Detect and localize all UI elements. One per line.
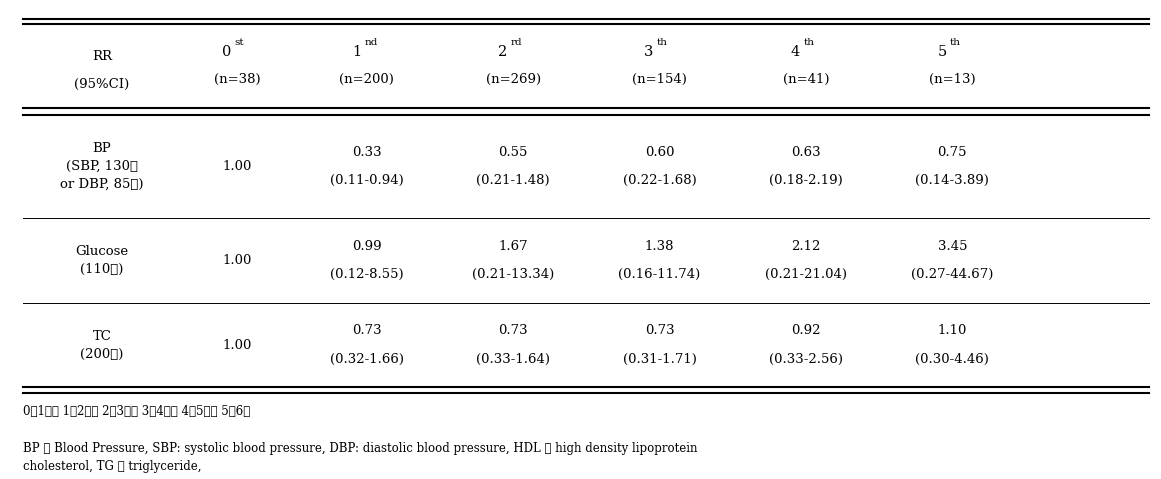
Text: 0.99: 0.99 — [352, 240, 382, 253]
Text: 1.38: 1.38 — [644, 240, 675, 253]
Text: (0.18-2.19): (0.18-2.19) — [769, 174, 843, 187]
Text: th: th — [803, 38, 815, 47]
Text: 1.67: 1.67 — [498, 240, 528, 253]
Text: 0: 0 — [222, 45, 231, 58]
Text: 4: 4 — [791, 45, 800, 58]
Text: 1.00: 1.00 — [223, 339, 252, 352]
Text: (0.21-1.48): (0.21-1.48) — [476, 174, 550, 187]
Text: (0.16-11.74): (0.16-11.74) — [619, 268, 700, 281]
Text: RR: RR — [92, 50, 113, 63]
Text: 0.73: 0.73 — [352, 324, 382, 337]
Text: 1.10: 1.10 — [938, 324, 967, 337]
Text: 0.73: 0.73 — [498, 324, 528, 337]
Text: 0.60: 0.60 — [644, 146, 675, 159]
Text: 1: 1 — [352, 45, 361, 58]
Text: BP ： Blood Pressure, SBP: systolic blood pressure, DBP: diastolic blood pressure: BP ： Blood Pressure, SBP: systolic blood… — [23, 442, 698, 473]
Text: 5: 5 — [937, 45, 946, 58]
Text: (n=269): (n=269) — [485, 73, 541, 86]
Text: (0.31-1.71): (0.31-1.71) — [622, 353, 697, 365]
Text: (0.22-1.68): (0.22-1.68) — [622, 174, 697, 187]
Text: 2.12: 2.12 — [791, 240, 821, 253]
Text: (0.30-4.46): (0.30-4.46) — [915, 353, 989, 365]
Text: (0.33-2.56): (0.33-2.56) — [769, 353, 843, 365]
Text: (n=154): (n=154) — [632, 73, 687, 86]
Text: 0：1급， 1：2급， 2：3급， 3：4급， 4：5급， 5：6급: 0：1급， 1：2급， 2：3급， 3：4급， 4：5급， 5：6급 — [23, 405, 251, 418]
Text: (0.32-1.66): (0.32-1.66) — [330, 353, 404, 365]
Text: 0.73: 0.73 — [644, 324, 675, 337]
Text: st: st — [235, 38, 245, 47]
Text: BP
(SBP, 130≧
or DBP, 85≧): BP (SBP, 130≧ or DBP, 85≧) — [60, 142, 144, 191]
Text: (0.33-1.64): (0.33-1.64) — [476, 353, 550, 365]
Text: 3.45: 3.45 — [938, 240, 967, 253]
Text: 2: 2 — [498, 45, 507, 58]
Text: (n=13): (n=13) — [929, 73, 975, 86]
Text: (0.12-8.55): (0.12-8.55) — [330, 268, 404, 281]
Text: (0.11-0.94): (0.11-0.94) — [330, 174, 404, 187]
Text: th: th — [657, 38, 669, 47]
Text: 1.00: 1.00 — [223, 160, 252, 173]
Text: 0.63: 0.63 — [791, 146, 821, 159]
Text: 3: 3 — [644, 45, 654, 58]
Text: (0.27-44.67): (0.27-44.67) — [911, 268, 994, 281]
Text: (n=41): (n=41) — [783, 73, 829, 86]
Text: (n=38): (n=38) — [214, 73, 260, 86]
Text: (0.21-13.34): (0.21-13.34) — [473, 268, 554, 281]
Text: (n=200): (n=200) — [339, 73, 394, 86]
Text: Glucose
(110≧): Glucose (110≧) — [75, 245, 129, 276]
Text: 0.75: 0.75 — [938, 146, 967, 159]
Text: TC
(200≧): TC (200≧) — [80, 330, 124, 361]
Text: rd: rd — [511, 38, 522, 47]
Text: (0.14-3.89): (0.14-3.89) — [915, 174, 989, 187]
Text: 0.92: 0.92 — [791, 324, 821, 337]
Text: 0.33: 0.33 — [352, 146, 382, 159]
Text: (0.21-21.04): (0.21-21.04) — [765, 268, 846, 281]
Text: nd: nd — [365, 38, 377, 47]
Text: (95%CI): (95%CI) — [74, 78, 130, 91]
Text: 1.00: 1.00 — [223, 254, 252, 267]
Text: th: th — [950, 38, 961, 47]
Text: 0.55: 0.55 — [498, 146, 528, 159]
